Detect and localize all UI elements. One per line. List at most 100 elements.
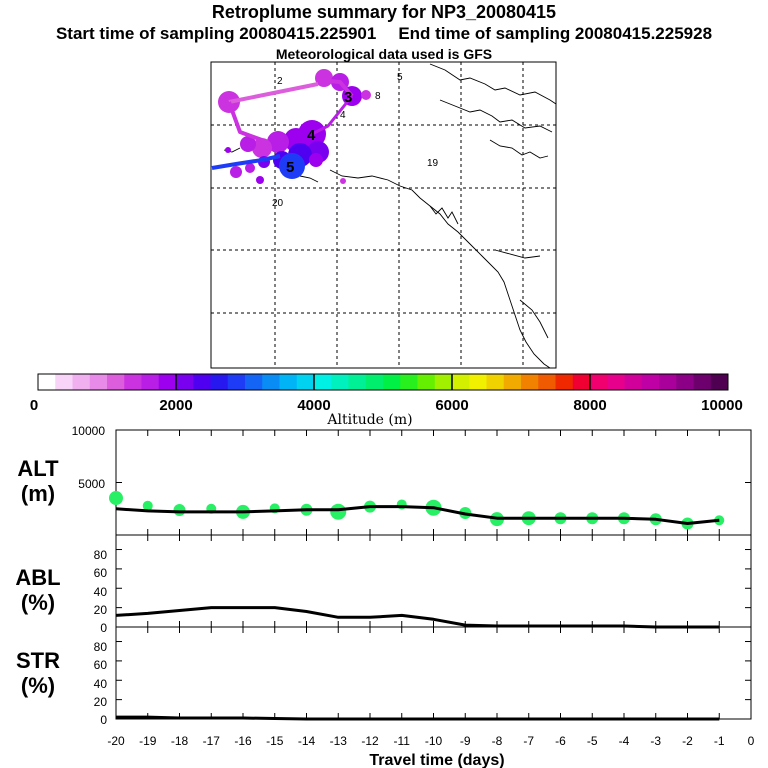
colorbar-cell — [607, 374, 625, 390]
axis-ticks — [115, 430, 752, 719]
colorbar-cell — [38, 374, 56, 390]
trajectory-map: 2 5 8 4 19 20 3 4 5 — [210, 61, 557, 369]
alt-ytick: 5000 — [78, 477, 105, 491]
map-frame — [210, 61, 557, 369]
colorbar-cell — [141, 374, 160, 390]
x-tick-label: -10 — [425, 734, 443, 748]
str-panel-frame — [115, 626, 752, 720]
trajectory-blob — [252, 138, 272, 158]
trajectory-blob — [340, 178, 346, 184]
trajectory-blob — [309, 153, 323, 167]
abl-ytick: 0 — [100, 621, 107, 635]
colorbar-cell — [538, 374, 556, 390]
panel-labels: ALT (m) ABL (%) STR (%) — [15, 456, 60, 698]
colorbar-cell — [365, 374, 384, 390]
abl-ytick: 40 — [94, 585, 108, 599]
x-tick-label: -4 — [619, 734, 630, 748]
colorbar-title: Altitude (m) — [326, 412, 412, 428]
series-line-2 — [116, 715, 720, 721]
x-tick-label: -20 — [107, 734, 125, 748]
x-tick-label: -15 — [266, 734, 284, 748]
series-line-1 — [115, 606, 720, 629]
trajectory-blob — [279, 153, 305, 179]
alt-spread-marker — [109, 491, 123, 506]
alt-spread-marker — [142, 500, 153, 511]
x-tick-label: -18 — [171, 734, 189, 748]
colorbar-cell — [693, 374, 712, 390]
sampling-times: Start time of sampling 20080415.225901 En… — [0, 24, 768, 44]
time-series-panels: ALT (m) ABL (%) STR (%) 10000 5000 80 60… — [15, 424, 754, 768]
colorbar-cell — [158, 374, 177, 390]
colorbar-frame — [37, 373, 729, 391]
x-tick-label: -1 — [714, 734, 725, 748]
traj-label: 19 — [427, 158, 439, 169]
trajectory-blob — [225, 147, 231, 153]
start-time-label: Start time of sampling 20080415.225901 — [55, 24, 377, 43]
coastlines — [223, 63, 557, 369]
trajectory-markers — [218, 69, 371, 184]
chart-title: Retroplume summary for NP3_20080415 — [211, 2, 557, 22]
abl-label: ABL — [15, 565, 60, 590]
str-ytick: 0 — [100, 713, 107, 727]
traj-label: 8 — [375, 91, 381, 102]
y-tick-labels: 10000 5000 80 60 40 20 0 80 60 40 20 0 — [72, 424, 108, 727]
x-axis-title: Travel time (days) — [369, 752, 504, 768]
abl-ytick: 80 — [94, 548, 108, 562]
alt-spread-marker — [173, 504, 186, 517]
x-tick-label: -7 — [523, 734, 534, 748]
trajectory-blob — [267, 131, 289, 153]
series-lines — [115, 505, 720, 721]
x-tick-label: -11 — [394, 734, 411, 748]
traj-label: 4 — [340, 110, 346, 121]
abl-ytick: 20 — [94, 603, 108, 617]
trajectory-blob — [361, 90, 371, 100]
colorbar-tick: 4000 — [297, 397, 330, 414]
colorbar-cells — [38, 374, 729, 390]
colorbar-cell — [72, 374, 91, 390]
colorbar-cell — [659, 374, 677, 390]
colorbar-cell — [245, 374, 263, 390]
x-tick-label: -3 — [650, 734, 661, 748]
abl-ytick: 60 — [94, 566, 108, 580]
str-ytick: 20 — [94, 695, 108, 709]
colorbar-cell — [227, 374, 246, 390]
traj-label: 2 — [277, 76, 283, 87]
colorbar-cell — [176, 374, 194, 390]
colorbar-ticks: 0 2000 4000 6000 8000 10000 — [30, 397, 743, 414]
traj-label: 5 — [397, 72, 403, 83]
colorbar-dividers — [175, 374, 591, 390]
colorbar-tick: 2000 — [159, 397, 192, 414]
alt-unit: (m) — [21, 481, 55, 506]
trajectory-segment — [227, 101, 263, 142]
abl-unit: (%) — [21, 590, 55, 615]
x-tick-label: -5 — [587, 734, 598, 748]
colorbar-tick: 8000 — [573, 397, 606, 414]
met-data-label: Meteorological data used is GFS — [275, 46, 493, 62]
colorbar-tick: 6000 — [435, 397, 468, 414]
traj-label: 3 — [344, 89, 352, 106]
x-tick-label: 0 — [748, 734, 755, 748]
trajectory-blob — [230, 166, 242, 178]
abl-panel-frame — [115, 534, 752, 628]
colorbar-cell — [434, 374, 453, 390]
colorbar-tick: 10000 — [701, 397, 743, 414]
x-tick-label: -12 — [361, 734, 379, 748]
colorbar-cell — [624, 374, 643, 390]
trajectory-segment — [211, 154, 281, 170]
colorbar-cell — [503, 374, 522, 390]
trajectory-blob — [245, 163, 255, 173]
colorbar-cell — [486, 374, 505, 390]
x-tick-label: -2 — [682, 734, 693, 748]
alt-label: ALT — [17, 456, 59, 481]
colorbar-cell — [469, 374, 487, 390]
colorbar-cell — [452, 374, 470, 390]
colorbar-cell — [107, 374, 125, 390]
colorbar-cell — [314, 374, 332, 390]
colorbar-cell — [348, 374, 367, 390]
colorbar-cell — [193, 374, 211, 390]
colorbar-cell — [296, 374, 315, 390]
colorbar-cell — [521, 374, 539, 390]
trajectory-blob — [256, 176, 264, 184]
end-time-label: End time of sampling 20080415.225928 — [398, 24, 713, 43]
